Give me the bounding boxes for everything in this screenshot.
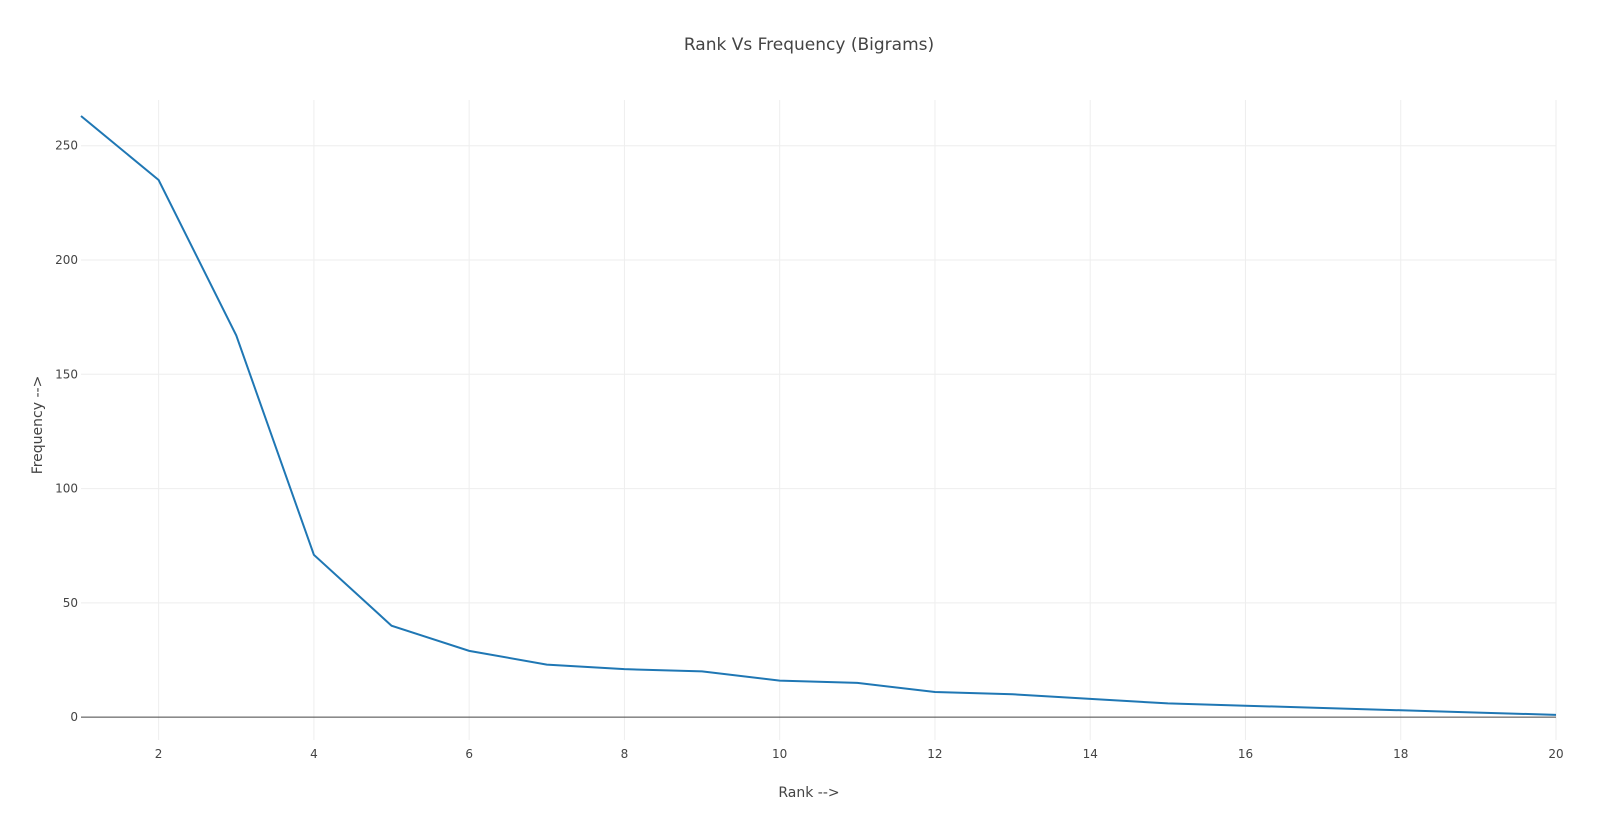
x-tick-label: 12 xyxy=(927,747,942,761)
y-tick-label: 200 xyxy=(55,253,78,267)
x-tick-label: 18 xyxy=(1393,747,1408,761)
x-gridlines xyxy=(158,100,1557,740)
x-tick-label: 6 xyxy=(465,747,473,761)
y-tick-labels: 0 50 100 150 200 250 xyxy=(55,139,78,724)
x-axis-title: Rank --> xyxy=(778,785,839,801)
y-tick-label: 150 xyxy=(55,367,78,381)
x-tick-label: 4 xyxy=(310,747,318,761)
x-tick-label: 8 xyxy=(621,747,629,761)
y-tick-label: 100 xyxy=(55,482,78,496)
y-tick-label: 0 xyxy=(70,710,78,724)
chart-title: Rank Vs Frequency (Bigrams) xyxy=(684,35,934,55)
x-tick-label: 16 xyxy=(1238,747,1253,761)
y-axis-title: Frequency --> xyxy=(30,376,46,475)
x-tick-labels: 2 4 6 8 10 12 14 16 18 20 xyxy=(155,747,1564,761)
x-tick-label: 2 xyxy=(155,747,163,761)
y-gridlines xyxy=(81,145,1556,604)
y-tick-label: 50 xyxy=(63,596,78,610)
x-tick-label: 14 xyxy=(1083,747,1098,761)
x-tick-label: 10 xyxy=(772,747,787,761)
x-tick-label: 20 xyxy=(1548,747,1563,761)
series-line xyxy=(80,115,1557,716)
y-tick-label: 250 xyxy=(55,139,78,153)
